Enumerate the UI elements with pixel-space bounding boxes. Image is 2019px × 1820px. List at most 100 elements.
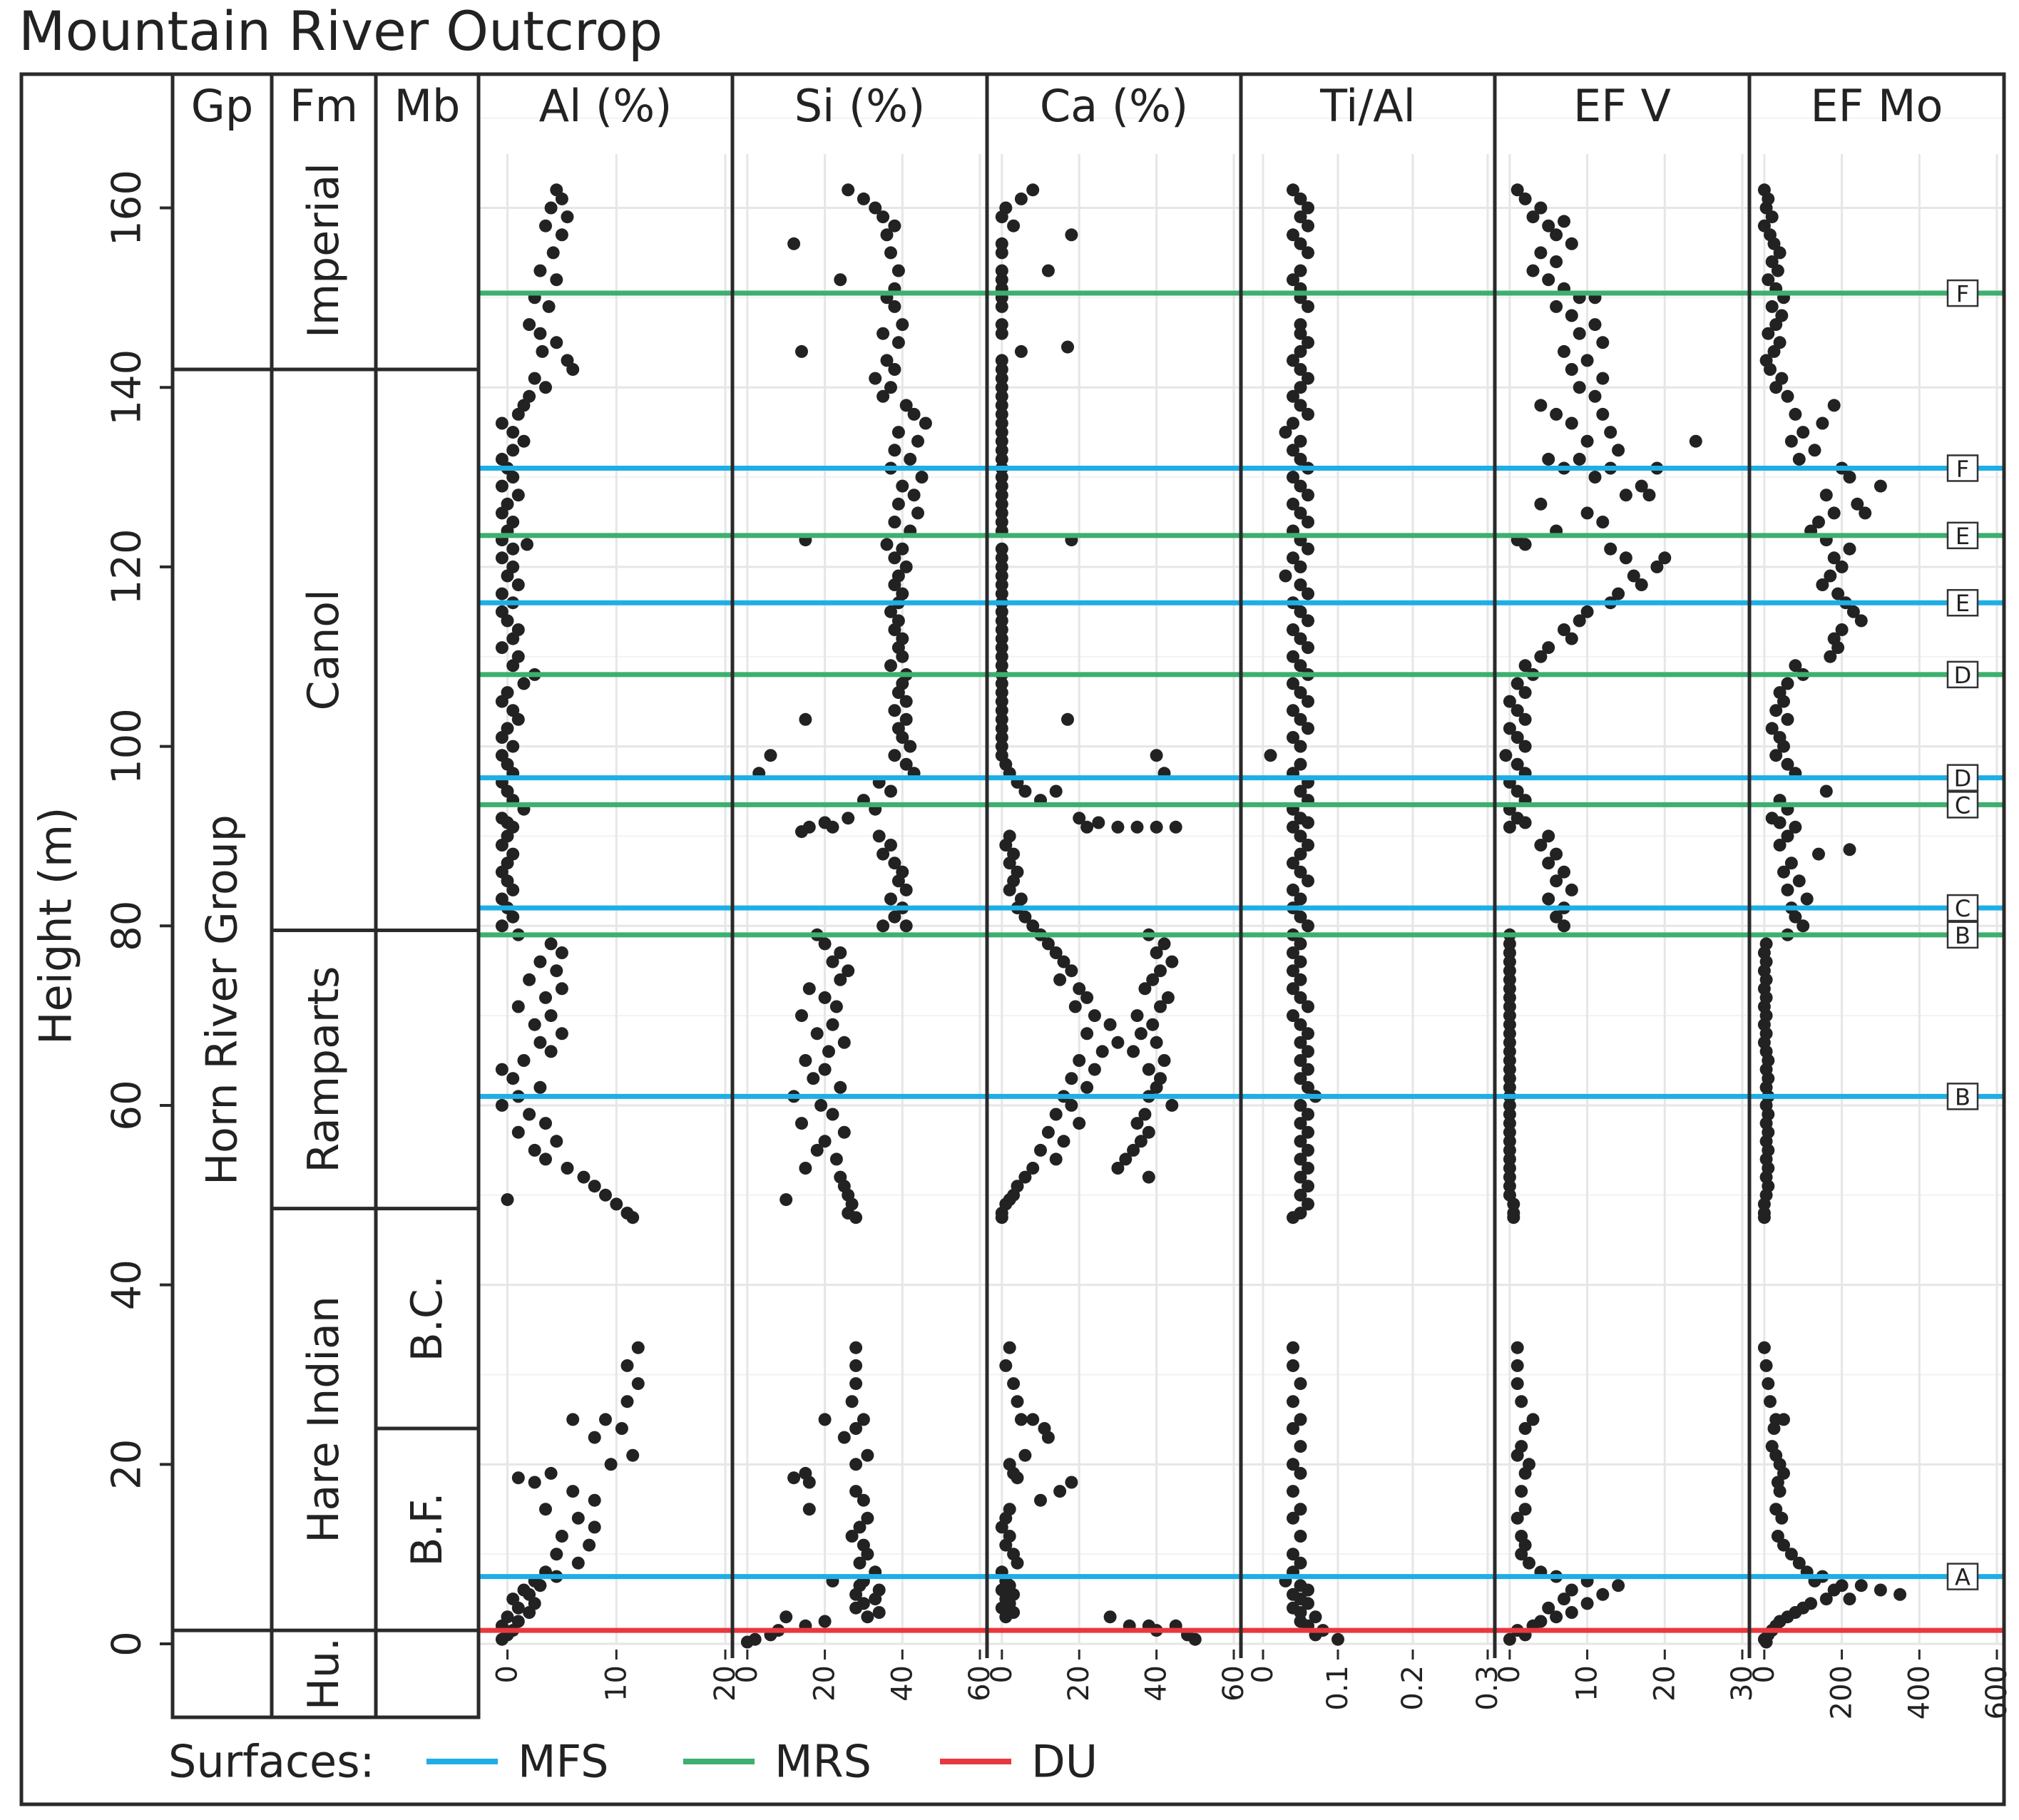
data-point <box>888 516 901 528</box>
data-point <box>1302 695 1314 708</box>
data-point <box>511 1000 525 1013</box>
data-point <box>818 937 832 951</box>
data-point <box>1065 1476 1078 1489</box>
data-point <box>1511 704 1524 717</box>
x-tick-label: 20 <box>809 1665 842 1702</box>
data-point <box>555 1530 568 1543</box>
data-point <box>1550 847 1563 861</box>
data-point <box>1507 1211 1520 1225</box>
data-point <box>1003 1341 1016 1354</box>
data-point <box>1777 1538 1790 1552</box>
data-point <box>1080 1027 1094 1041</box>
data-point <box>1014 344 1028 358</box>
data-point <box>1558 919 1570 933</box>
data-point <box>1302 516 1314 528</box>
data-point <box>876 210 890 224</box>
data-point <box>1796 919 1810 933</box>
data-point <box>1604 542 1617 556</box>
data-point <box>1127 1143 1140 1157</box>
data-point <box>1287 1395 1299 1409</box>
data-point <box>1789 659 1802 673</box>
data-point <box>995 578 1008 591</box>
data-point <box>555 1027 568 1041</box>
data-point <box>1049 946 1063 959</box>
surface-label-box <box>1946 279 1979 307</box>
data-point <box>1503 1045 1516 1058</box>
data-point <box>849 1211 863 1225</box>
data-point <box>539 1117 552 1130</box>
data-point <box>1053 1485 1067 1498</box>
data-point <box>1287 623 1299 636</box>
x-tick-label: 20 <box>1648 1665 1681 1702</box>
data-point <box>907 407 921 421</box>
data-point <box>1287 1009 1299 1023</box>
data-point <box>896 542 909 556</box>
data-point <box>550 1135 563 1148</box>
data-point <box>1157 1054 1171 1067</box>
data-point <box>1573 452 1586 466</box>
data-point <box>1769 749 1783 762</box>
data-point <box>911 434 924 448</box>
data-point <box>995 426 1008 439</box>
data-point <box>1302 1583 1314 1597</box>
data-point <box>1874 479 1887 493</box>
data-point <box>884 605 897 618</box>
data-point <box>995 434 1008 448</box>
data-point <box>1534 399 1548 412</box>
surface-label: A <box>1955 1564 1971 1591</box>
data-point <box>1011 1556 1024 1570</box>
data-point <box>1843 1592 1856 1606</box>
data-point <box>1503 1000 1516 1013</box>
data-point <box>1503 1080 1516 1094</box>
data-point <box>533 264 547 277</box>
data-point <box>999 1538 1013 1552</box>
x-tick-label: 60 <box>1217 1665 1250 1702</box>
data-point <box>539 1152 552 1166</box>
data-point <box>834 1080 847 1094</box>
data-point <box>1294 1530 1307 1543</box>
surface-label: C <box>1955 792 1971 819</box>
data-point <box>1503 1036 1516 1049</box>
data-point <box>1080 991 1094 1004</box>
data-point <box>853 1520 867 1534</box>
data-point <box>1287 1485 1299 1498</box>
legend-title: Surfaces: <box>168 1736 374 1788</box>
data-point <box>1095 1045 1109 1058</box>
surface-label: F <box>1956 280 1969 307</box>
panel-title-al: Al (%) <box>539 80 673 132</box>
data-point <box>550 1548 563 1561</box>
data-point <box>1542 452 1555 466</box>
data-point <box>1294 327 1307 340</box>
data-point <box>872 1606 886 1619</box>
data-point <box>1635 578 1648 591</box>
data-point <box>1518 1422 1532 1435</box>
data-point <box>1302 919 1314 933</box>
data-point <box>1302 1080 1314 1094</box>
data-point <box>814 1098 828 1112</box>
data-point <box>891 497 905 511</box>
surface-label-box <box>1946 791 1979 819</box>
data-point <box>826 820 839 834</box>
data-point <box>1619 551 1632 565</box>
data-point <box>995 542 1008 556</box>
data-point <box>1503 1108 1516 1121</box>
data-point <box>1757 1211 1771 1225</box>
data-point <box>533 1080 547 1094</box>
data-point <box>1169 820 1182 834</box>
y-tick-label: 60 <box>104 1080 150 1130</box>
data-point <box>588 1180 601 1193</box>
strat-unit-imperial: Imperial <box>299 163 349 338</box>
data-point <box>1819 1592 1833 1606</box>
data-point <box>1294 434 1307 448</box>
data-point <box>1580 605 1594 618</box>
data-point <box>799 1162 812 1175</box>
data-point <box>995 587 1008 600</box>
data-point <box>1854 1579 1868 1592</box>
data-point <box>495 479 508 493</box>
data-point <box>1294 955 1307 968</box>
x-tick-label: 60 <box>964 1665 996 1702</box>
data-point <box>1550 407 1563 421</box>
x-tick-label: 0.2 <box>1396 1665 1429 1711</box>
data-point <box>995 516 1008 528</box>
